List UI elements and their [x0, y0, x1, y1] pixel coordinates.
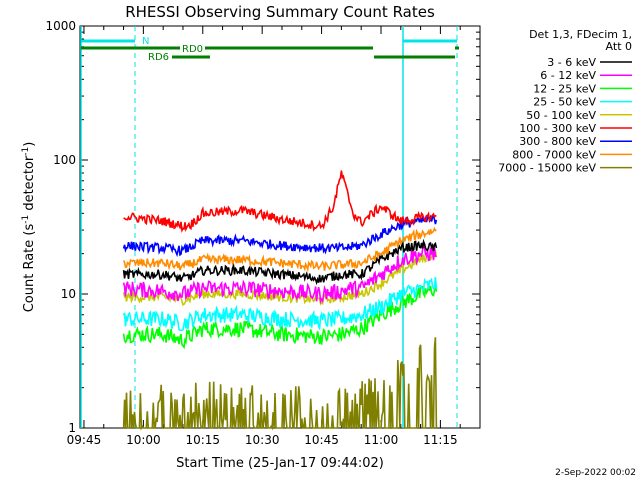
chart-title: RHESSI Observing Summary Count Rates	[125, 3, 435, 21]
y-tick-label: 1000	[45, 19, 76, 33]
series-line	[122, 277, 438, 331]
x-axis-label: Start Time (25-Jan-17 09:44:02)	[176, 456, 384, 471]
series-300-800keV	[122, 213, 438, 258]
y-axis-label: Count Rate (s-1 detector-1)	[21, 142, 37, 313]
legend-label: 3 - 6 keV	[547, 56, 596, 69]
series-line	[123, 170, 437, 233]
legend-label: 7000 - 15000 keV	[498, 162, 596, 175]
y-axis-label-part: Count Rate (s	[22, 224, 37, 313]
series-line	[122, 238, 438, 286]
series-line	[122, 284, 438, 350]
x-tick-label: 09:45	[67, 433, 102, 447]
x-axis: 09:45 10:00 10:15 10:30 10:45 11:00 11:15	[67, 26, 481, 447]
series-3-6keV	[122, 238, 438, 286]
series-50-100keV	[122, 250, 438, 306]
y-axis-label-part: detector	[22, 155, 37, 215]
y-axis-label-superscript: -1	[21, 147, 31, 156]
legend-label: 100 - 300 keV	[519, 122, 596, 135]
series-12-25keV	[122, 284, 438, 350]
y-tick-label: 1	[68, 421, 76, 435]
flag-label-n: N	[142, 36, 149, 47]
series-100-300keV	[123, 170, 437, 233]
legend-label: 25 - 50 keV	[533, 96, 596, 109]
y-axis: 1 10 100 1000	[45, 19, 480, 435]
x-tick-label: 10:15	[185, 433, 220, 447]
x-tick-label: 10:45	[304, 433, 339, 447]
legend-label: 800 - 7000 keV	[512, 148, 596, 161]
series-line	[122, 213, 438, 258]
x-tick-label: 10:30	[245, 433, 280, 447]
series-line	[122, 243, 437, 305]
legend-label: 300 - 800 keV	[519, 135, 596, 148]
y-tick-label: 10	[61, 287, 76, 301]
series-25-50keV	[122, 277, 438, 331]
timestamp: 2-Sep-2022 00:02	[555, 468, 636, 478]
legend-label: 6 - 12 keV	[540, 69, 596, 82]
series-6-12keV	[122, 243, 437, 305]
x-tick-label: 11:15	[423, 433, 458, 447]
series-line	[122, 250, 438, 306]
series-layer	[122, 170, 438, 431]
y-axis-label-superscript: -1	[21, 215, 31, 224]
flag-bars: N RD0 RD6	[81, 36, 459, 63]
y-tick-label: 100	[53, 153, 76, 167]
legend-header-line-2: Att 0	[606, 40, 632, 53]
series-800-7000keV	[122, 226, 437, 273]
series-line	[122, 226, 437, 273]
flag-label-rd6: RD6	[148, 52, 169, 63]
x-tick-label: 10:00	[126, 433, 161, 447]
y-axis-label-part: )	[22, 142, 37, 147]
series-7000-15000keV	[122, 337, 438, 431]
flag-label-rd0: RD0	[182, 44, 203, 55]
legend-label: 12 - 25 keV	[533, 82, 596, 95]
series-line	[122, 337, 438, 431]
legend-label: 50 - 100 keV	[526, 109, 596, 122]
x-tick-label: 11:00	[364, 433, 399, 447]
legend-header-line-1: Det 1,3, FDecim 1,	[529, 28, 632, 41]
